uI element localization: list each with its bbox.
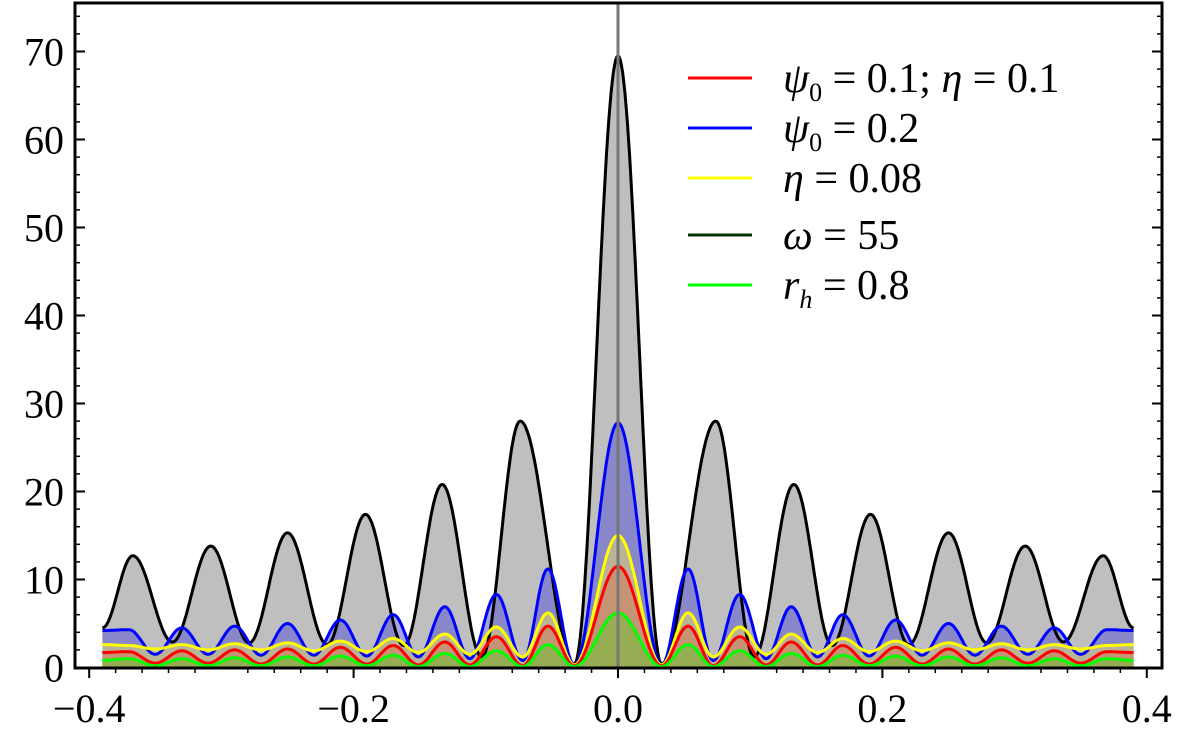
legend-entry-label: ψ0 = 0.2 xyxy=(783,106,919,157)
legend-subscript: h xyxy=(799,285,812,314)
x-tick-label: −0.2 xyxy=(317,686,390,731)
legend-entry-label: η = 0.08 xyxy=(783,156,922,202)
legend-symbol: ω xyxy=(783,213,813,259)
y-tick-label: 40 xyxy=(24,294,64,339)
legend-value: = 0.8 xyxy=(812,263,909,309)
legend-symbol: η xyxy=(783,156,804,202)
legend-value: = 0.2 xyxy=(822,106,919,152)
legend-symbol: ψ xyxy=(783,106,810,152)
legend-subscript: 0 xyxy=(809,128,822,157)
legend-symbol-2: η xyxy=(941,56,962,102)
legend-entry-label: ω = 55 xyxy=(783,213,899,259)
x-tick-label: 0.2 xyxy=(857,686,907,731)
legend: ψ0 = 0.1; η = 0.1ψ0 = 0.2η = 0.08ω = 55r… xyxy=(688,56,1059,314)
y-tick-label: 30 xyxy=(24,382,64,427)
y-tick-label: 70 xyxy=(24,30,64,75)
y-tick-label: 60 xyxy=(24,118,64,163)
legend-entry-label: ψ0 = 0.1; η = 0.1 xyxy=(783,56,1059,107)
x-tick-label: 0.4 xyxy=(1122,686,1172,731)
legend-value: = 55 xyxy=(813,213,900,259)
y-tick-label: 0 xyxy=(44,646,64,691)
x-tick-label: −0.4 xyxy=(53,686,126,731)
y-tick-labels: 0 10 20 30 40 50 60 70 xyxy=(24,30,64,691)
y-tick-label: 50 xyxy=(24,206,64,251)
x-tick-label: 0.0 xyxy=(593,686,643,731)
legend-subscript: 0 xyxy=(809,78,822,107)
legend-symbol: ψ xyxy=(783,56,810,102)
legend-entry-label: rh = 0.8 xyxy=(783,263,910,314)
legend-symbol: r xyxy=(783,263,800,309)
legend-value: = 0.1; xyxy=(822,56,941,102)
x-tick-labels: −0.4 −0.2 0.0 0.2 0.4 xyxy=(53,686,1172,731)
legend-value: = 0.08 xyxy=(804,156,922,202)
y-tick-label: 10 xyxy=(24,558,64,603)
y-tick-label: 20 xyxy=(24,470,64,515)
legend-value-2: = 0.1 xyxy=(962,56,1059,102)
axis-ticks xyxy=(75,15,1162,678)
